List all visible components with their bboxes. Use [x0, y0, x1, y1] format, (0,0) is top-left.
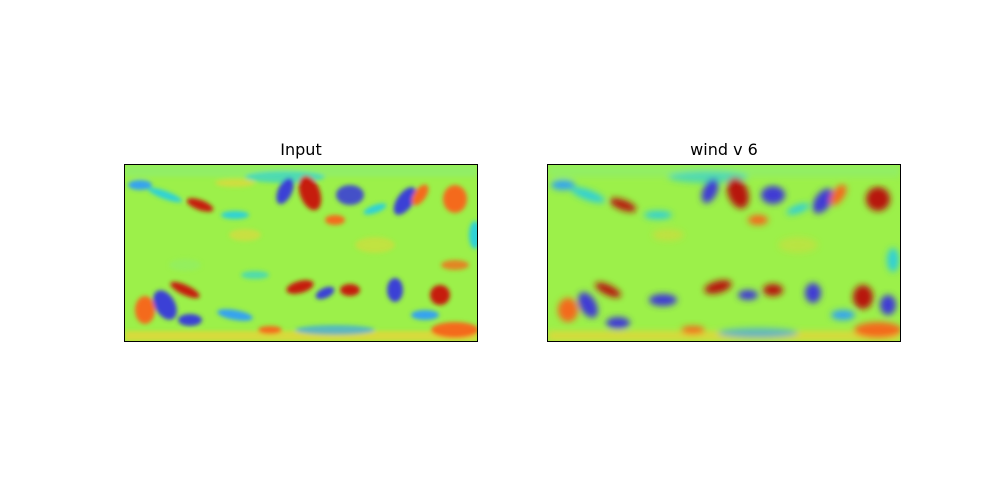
field-image-input [125, 165, 477, 341]
panel-title-input: Input [280, 140, 322, 159]
panel-title-wind-v-6: wind v 6 [690, 140, 758, 159]
field-plot-wind-v-6 [547, 164, 901, 342]
field-plot-input [124, 164, 478, 342]
field-image-wind-v-6 [548, 165, 900, 341]
